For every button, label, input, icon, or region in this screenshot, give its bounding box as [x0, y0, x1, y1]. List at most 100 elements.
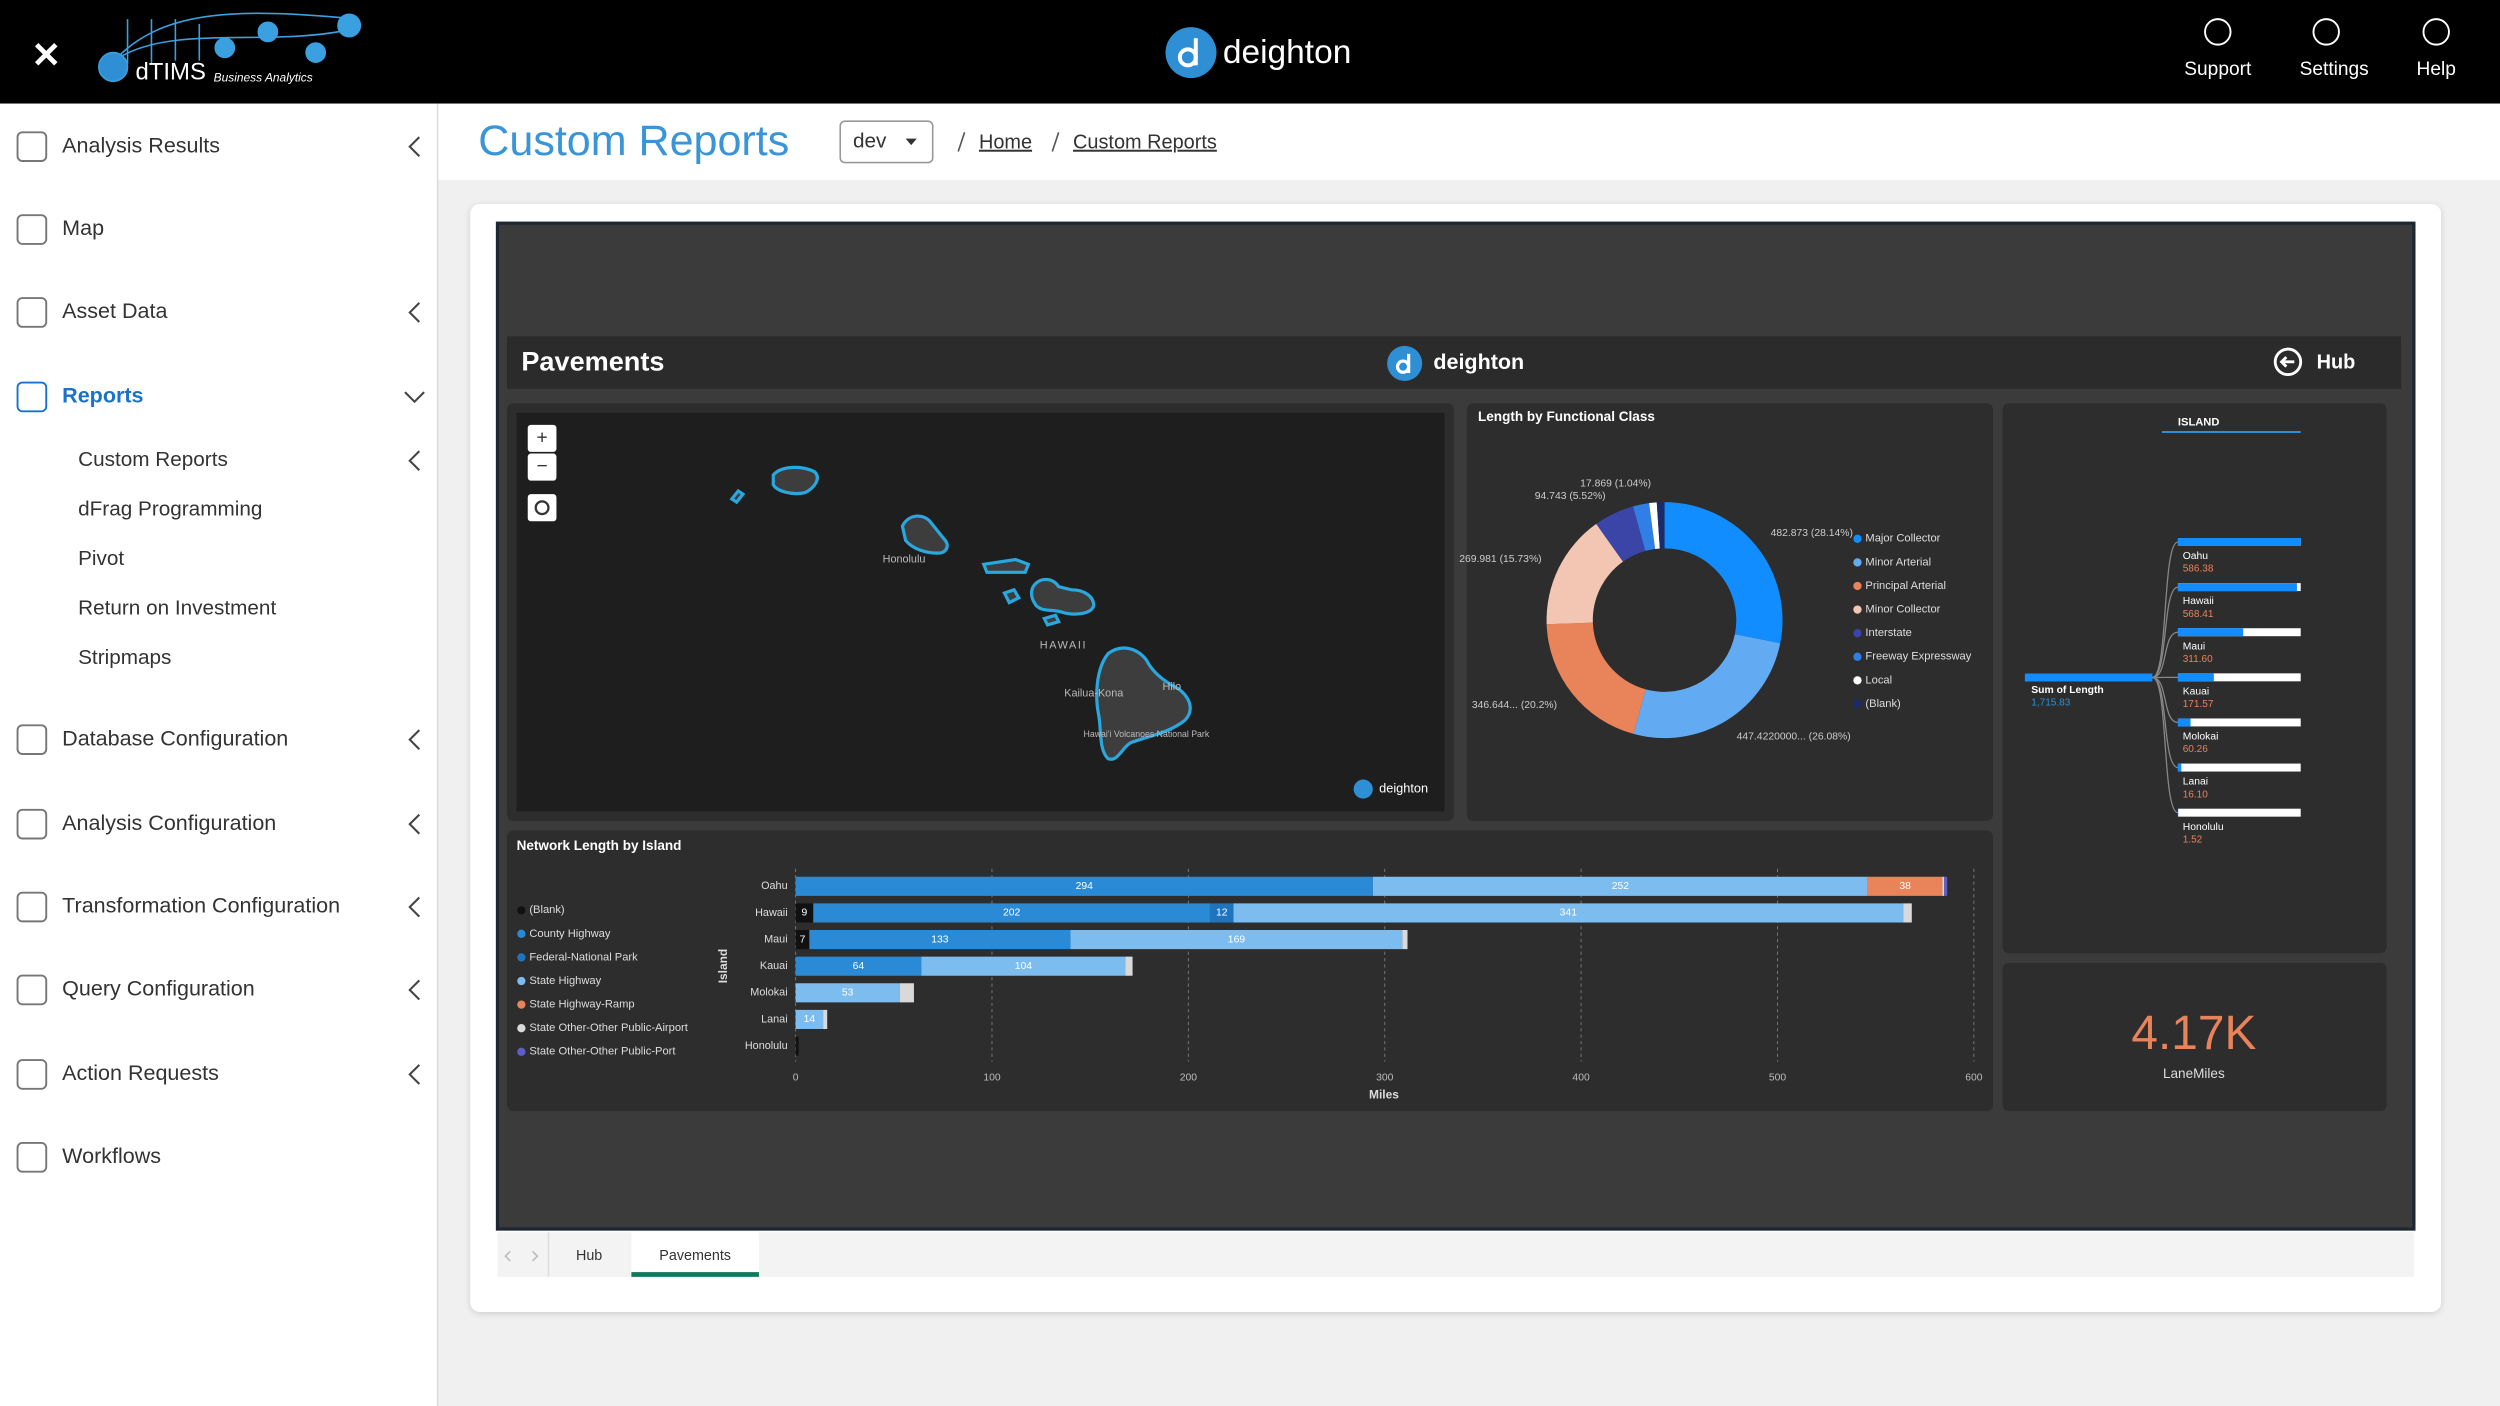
zoom-button[interactable]	[527, 453, 557, 481]
action-label[interactable]: Support	[2184, 59, 2252, 80]
bar-label: 53	[842, 988, 854, 999]
x-tick-label: 200	[1180, 1072, 1198, 1083]
legend-marker	[517, 1000, 526, 1009]
breadcrumb[interactable]: Home	[979, 132, 1032, 154]
chevron	[408, 450, 421, 471]
action-label[interactable]: Help	[2417, 59, 2456, 80]
report-tab[interactable]: Hub	[576, 1248, 602, 1264]
tree-bar[interactable]	[2177, 628, 2244, 637]
tree-bar[interactable]	[2177, 673, 2214, 682]
bar-segment	[1867, 876, 1943, 896]
hub-button[interactable]: Hub	[2317, 352, 2356, 374]
kpi-panel	[2002, 962, 2387, 1112]
report-logo-mark	[1387, 345, 1423, 381]
nav-subitem[interactable]: dFrag Programming	[78, 498, 262, 521]
nav-subitem[interactable]: Custom Reports	[78, 448, 228, 471]
legend-label: Minor Arterial	[1865, 556, 1931, 568]
chevron	[408, 136, 421, 157]
action-label[interactable]: Settings	[2300, 59, 2369, 80]
bar-label: 64	[853, 961, 865, 972]
tab-active-bg	[631, 1232, 759, 1277]
donut-label: 17.869 (1.04%)	[1580, 478, 1651, 489]
hub-back-icon[interactable]	[2273, 347, 2303, 377]
tree-node-label: Kauai	[2183, 686, 2210, 697]
environment-dropdown[interactable]	[839, 120, 934, 164]
breadcrumb[interactable]: Custom Reports	[1073, 132, 1217, 154]
brand-name: dTIMS	[136, 59, 206, 86]
nav-item[interactable]: Query Configuration	[62, 977, 255, 1001]
environment-value: dev	[853, 129, 887, 152]
y-tick-label: Hawaii	[755, 907, 788, 919]
chevron	[408, 813, 421, 835]
tab-next[interactable]	[531, 1250, 539, 1262]
nav-item[interactable]: Action Requests	[62, 1061, 219, 1085]
close-button[interactable]	[34, 42, 58, 66]
locate-icon	[534, 500, 550, 516]
bar-label: 12	[1216, 908, 1228, 919]
bar-label: 294	[1076, 881, 1094, 892]
tab-prev[interactable]	[504, 1250, 511, 1262]
kpi-value: 4.17K	[2131, 1007, 2256, 1060]
brand-tagline: Business Analytics	[214, 70, 313, 84]
report-title: Pavements	[521, 346, 664, 377]
nav-subitem[interactable]: Pivot	[78, 547, 124, 570]
tree-bar[interactable]	[2177, 583, 2297, 592]
bar-segment	[795, 1009, 824, 1029]
bar-label: 104	[1015, 961, 1033, 972]
zoom-button[interactable]	[527, 424, 557, 452]
legend-label: Local	[1865, 674, 1892, 686]
bar-segment	[813, 903, 1210, 923]
tree-root-bar	[2024, 673, 2153, 682]
nav-item[interactable]: Asset Data	[62, 299, 167, 323]
legend-label: Interstate	[1865, 627, 1911, 639]
tree-node-value: 60.26	[2183, 744, 2209, 755]
bar-segment	[1944, 876, 1948, 896]
map-islands	[729, 465, 1192, 761]
report-tab[interactable]: Pavements	[659, 1248, 731, 1264]
bar-label: 169	[1228, 934, 1246, 945]
nav-subitem[interactable]: Stripmaps	[78, 646, 171, 669]
legend-marker	[517, 976, 526, 986]
bar-label: 9	[802, 908, 808, 919]
map-label: Honolulu	[883, 553, 926, 565]
tree-node-value: 1.52	[2183, 834, 2203, 845]
bar-segment	[1070, 930, 1403, 950]
nav-item[interactable]: Workflows	[62, 1144, 161, 1168]
nav-item[interactable]: Analysis Results	[62, 133, 220, 157]
nav-item[interactable]: Analysis Configuration	[62, 811, 276, 835]
nav-icon	[16, 974, 48, 1006]
nav-item[interactable]: Database Configuration	[62, 726, 288, 750]
legend-label: Major Collector	[1865, 533, 1940, 545]
chevron	[404, 391, 425, 404]
nav-item[interactable]: Reports	[62, 384, 143, 408]
page-title: Custom Reports	[478, 117, 789, 165]
nav-subitem[interactable]: Return on Investment	[78, 596, 276, 619]
legend-marker	[1853, 676, 1862, 685]
legend-marker	[1853, 558, 1862, 567]
donut-label: 346.644... (20.2%)	[1472, 700, 1557, 711]
legend-marker	[1853, 652, 1862, 661]
bar-label: 38	[1899, 881, 1911, 892]
nav-item[interactable]: Map	[62, 216, 104, 240]
tree-bar-track	[2177, 718, 2301, 727]
legend-marker	[517, 906, 526, 915]
map-locate-button[interactable]	[527, 494, 557, 522]
bar-segment	[795, 930, 810, 950]
nav-icon	[16, 297, 48, 328]
tree-bar[interactable]	[2177, 763, 2182, 772]
tree-connector	[2152, 631, 2179, 679]
map-label: Hilo	[1163, 681, 1182, 693]
bar-label: 133	[931, 934, 949, 945]
tree-bar[interactable]	[2177, 718, 2191, 727]
x-tick-label: 0	[793, 1072, 799, 1083]
nav-item[interactable]: Transformation Configuration	[62, 894, 340, 918]
bar-segment	[1233, 903, 1904, 923]
legend-label: State Other-Other Public-Port	[529, 1046, 676, 1058]
legend-marker	[517, 1024, 526, 1033]
bar-segment	[795, 903, 814, 923]
bar-segment	[1372, 876, 1868, 896]
tree-bar[interactable]	[2177, 538, 2301, 546]
tree-node-value: 16.10	[2183, 789, 2209, 800]
legend-marker	[1853, 629, 1862, 638]
y-tick-label: Kauai	[760, 960, 788, 972]
